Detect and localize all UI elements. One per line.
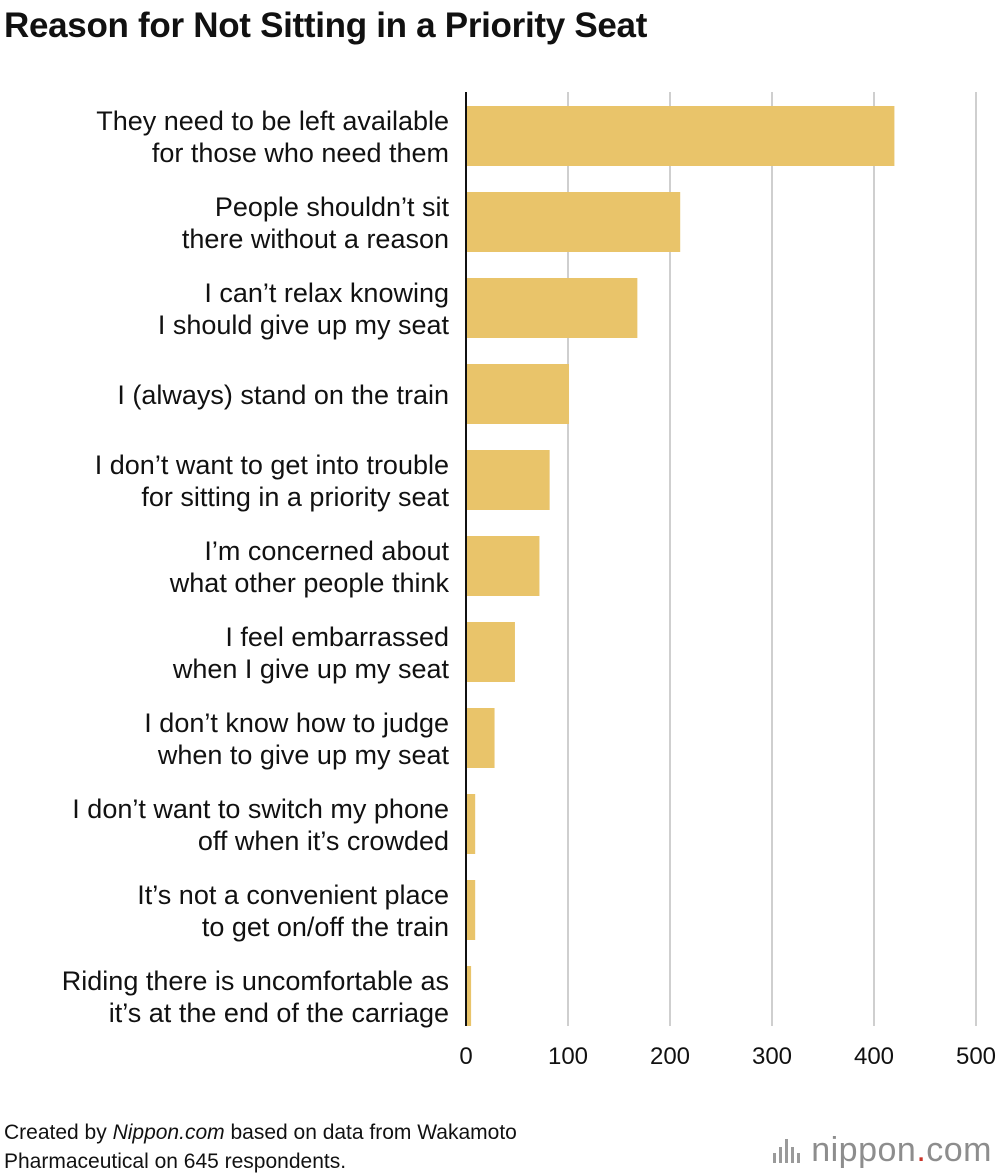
category-label-9-line-0: It’s not a convenient place (137, 880, 449, 910)
x-tick-label-100: 100 (548, 1043, 588, 1070)
bar-chart: They need to be left available for those … (62, 92, 996, 1070)
chart-title: Reason for Not Sitting in a Priority Sea… (4, 6, 648, 45)
category-label-10-line-1: it’s at the end of the carriage (109, 998, 449, 1028)
category-label-0-line-1: for those who need them (152, 138, 449, 168)
logo-dot: . (916, 1131, 927, 1169)
logo-tld: com (926, 1131, 992, 1169)
bar-4 (466, 450, 550, 510)
category-label-4-line-1: for sitting in a priority seat (141, 482, 449, 512)
bar-10 (466, 966, 472, 1026)
category-label-7: I don’t know how to judge when to give up… (144, 708, 449, 770)
category-label-8-line-1: off when it’s crowded (198, 826, 449, 856)
source-suffix: based on data from Wakamoto (224, 1121, 517, 1144)
source-note-line-1: Created by Nippon.com based on data from… (4, 1118, 517, 1147)
category-label-5-line-1: what other people think (169, 568, 450, 598)
category-label-1: People shouldn’t sit there without a reas… (182, 192, 450, 254)
category-label-6-line-1: when I give up my seat (172, 654, 450, 684)
source-name: Nippon.com (112, 1121, 225, 1144)
category-label-10: Riding there is uncomfortable as it’s at … (62, 966, 449, 1028)
category-label-1-line-0: People shouldn’t sit (215, 192, 450, 222)
source-note: Created by Nippon.com based on data from… (4, 1118, 517, 1176)
category-label-0: They need to be left available for those … (96, 106, 449, 168)
category-label-9: It’s not a convenient place to get on/off… (137, 880, 449, 942)
category-label-5: I’m concerned about what other people thi… (169, 536, 450, 598)
x-tick-label-500: 500 (956, 1043, 996, 1070)
category-label-10-line-0: Riding there is uncomfortable as (62, 966, 449, 996)
category-label-3-line-0: I (always) stand on the train (117, 380, 449, 410)
category-label-9-line-1: to get on/off the train (202, 912, 449, 942)
category-label-2-line-0: I can’t relax knowing (204, 278, 449, 308)
bar-2 (466, 278, 638, 338)
category-label-8: I don’t want to switch my phone off when … (72, 794, 449, 856)
source-note-line-2: Pharmaceutical on 645 respondents. (4, 1150, 347, 1173)
category-label-8-line-0: I don’t want to switch my phone (72, 794, 449, 824)
category-label-7-line-0: I don’t know how to judge (144, 708, 449, 738)
source-prefix: Created by (4, 1121, 113, 1144)
category-label-7-line-1: when to give up my seat (157, 740, 450, 770)
category-label-6: I feel embarrassed when I give up my seat (172, 622, 450, 684)
category-label-2-line-1: I should give up my seat (158, 310, 450, 340)
bar-5 (466, 536, 540, 596)
bar-6 (466, 622, 515, 682)
bar-8 (466, 794, 476, 854)
logo-name: nippon (811, 1131, 917, 1169)
category-label-0-line-0: They need to be left available (96, 106, 449, 136)
category-label-6-line-0: I feel embarrassed (225, 622, 449, 652)
category-label-4-line-0: I don’t want to get into trouble (95, 450, 449, 480)
x-tick-label-300: 300 (752, 1043, 792, 1070)
category-label-2: I can’t relax knowing I should give up my… (158, 278, 450, 340)
category-label-5-line-0: I’m concerned about (204, 536, 449, 566)
category-label-1-line-1: there without a reason (182, 224, 449, 254)
logo-bars-icon (773, 1138, 803, 1163)
bar-7 (466, 708, 495, 768)
x-tick-label-200: 200 (650, 1043, 690, 1070)
bar-9 (466, 880, 476, 940)
x-tick-label-400: 400 (854, 1043, 894, 1070)
bar-0 (466, 106, 895, 166)
bar-1 (466, 192, 681, 252)
bar-3 (466, 364, 570, 424)
category-label-4: I don’t want to get into trouble for sitt… (95, 450, 450, 512)
x-tick-label-0: 0 (459, 1043, 472, 1070)
nippon-logo: nippon. com (773, 1131, 992, 1170)
category-label-3: I (always) stand on the train (117, 380, 449, 410)
